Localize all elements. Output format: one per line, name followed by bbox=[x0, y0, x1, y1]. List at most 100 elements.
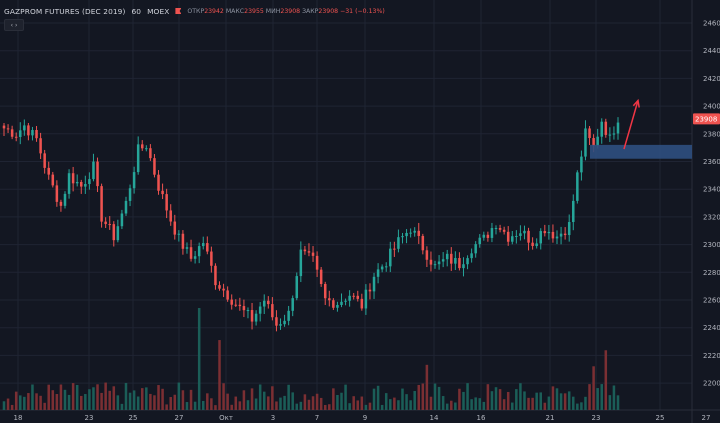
candle-body bbox=[193, 256, 197, 259]
price-tick-label: 24000 bbox=[703, 103, 720, 111]
volume-bar bbox=[311, 396, 315, 410]
volume-bar bbox=[55, 393, 59, 410]
candle-body bbox=[380, 266, 384, 270]
volume-bar bbox=[75, 384, 79, 410]
candle-body bbox=[197, 246, 201, 257]
volume-bar bbox=[519, 383, 522, 410]
volume-bar bbox=[262, 391, 266, 410]
candle-body bbox=[258, 306, 262, 314]
candle-body bbox=[120, 213, 124, 227]
volume-bar bbox=[592, 366, 595, 410]
candle-body bbox=[112, 224, 116, 241]
candle-body bbox=[214, 265, 217, 286]
time-tick-label: 16 bbox=[477, 414, 486, 422]
volume-bar bbox=[189, 389, 193, 410]
candle-body bbox=[84, 184, 87, 187]
candle-body bbox=[559, 233, 563, 237]
candle-body bbox=[311, 252, 315, 256]
candle-body bbox=[450, 253, 453, 264]
volume-bar bbox=[348, 403, 351, 410]
volume-bar bbox=[580, 402, 583, 410]
collapse-glyph: ‹ › bbox=[10, 21, 18, 29]
volume-bar bbox=[181, 390, 185, 410]
candle-body bbox=[210, 251, 213, 266]
volume-bar bbox=[161, 388, 164, 410]
volume-bar bbox=[417, 384, 421, 410]
price-tick-label: 23600 bbox=[703, 158, 720, 166]
volume-bar bbox=[295, 403, 299, 410]
volume-bar bbox=[218, 340, 221, 410]
candle-body bbox=[572, 200, 575, 223]
volume-bar bbox=[511, 402, 514, 410]
volume-bar bbox=[267, 396, 270, 410]
volume-bar bbox=[67, 394, 71, 410]
candle-body bbox=[234, 304, 238, 306]
candle-body bbox=[246, 310, 250, 312]
volume-bar bbox=[96, 384, 99, 410]
candle-body bbox=[563, 233, 567, 236]
volume-bar bbox=[356, 400, 360, 410]
candle-body bbox=[482, 234, 486, 238]
candle-body bbox=[283, 320, 286, 325]
volume-bar bbox=[421, 383, 425, 410]
volume-bar bbox=[14, 391, 18, 410]
volume-bar bbox=[563, 393, 567, 410]
volume-bar bbox=[352, 396, 355, 410]
volume-bar bbox=[279, 397, 282, 410]
volume-bar bbox=[250, 388, 254, 410]
candle-body bbox=[616, 122, 620, 134]
volume-bar bbox=[567, 391, 571, 410]
flag-icon[interactable] bbox=[175, 8, 182, 14]
candle-body bbox=[242, 306, 246, 311]
symbol-title[interactable]: GAZPROM FUTURES (DEC 2019) bbox=[4, 6, 126, 16]
volume-bar bbox=[19, 395, 22, 410]
volume-bar bbox=[307, 399, 311, 410]
price-tick-label: 22600 bbox=[703, 297, 720, 305]
candle-body bbox=[96, 161, 99, 187]
candle-body bbox=[295, 276, 299, 299]
candle-body bbox=[238, 304, 242, 307]
volume-bar bbox=[112, 386, 116, 410]
volume-bar bbox=[454, 402, 457, 410]
volume-bar bbox=[145, 387, 148, 410]
candle-body bbox=[425, 250, 429, 260]
candle-body bbox=[165, 194, 168, 211]
volume-bar bbox=[153, 395, 156, 410]
candle-body bbox=[67, 173, 71, 194]
time-tick-label: 9 bbox=[363, 414, 367, 422]
volume-bar bbox=[51, 390, 55, 410]
volume-bar bbox=[214, 405, 217, 410]
high-value: 23955 bbox=[244, 7, 264, 15]
candle-body bbox=[157, 174, 160, 191]
volume-bar bbox=[401, 388, 404, 410]
time-tick-label: 27 bbox=[702, 414, 711, 422]
candle-body bbox=[116, 226, 120, 241]
candle-body bbox=[445, 253, 449, 260]
volume-bar bbox=[515, 389, 518, 410]
interval-label[interactable]: 60 bbox=[131, 6, 142, 16]
candle-body bbox=[267, 300, 270, 305]
volume-bar bbox=[393, 397, 396, 410]
volume-bar bbox=[332, 388, 335, 410]
candle-body bbox=[567, 222, 571, 236]
collapse-legend-button[interactable]: ‹ › bbox=[4, 19, 24, 31]
candle-body bbox=[250, 310, 254, 322]
candle-body bbox=[360, 298, 364, 309]
volume-bar bbox=[136, 396, 140, 410]
volume-bar bbox=[88, 389, 91, 410]
last-price-marker bbox=[693, 113, 720, 125]
volume-bar bbox=[572, 396, 575, 410]
candle-body bbox=[14, 136, 18, 138]
candle-body bbox=[384, 266, 388, 268]
volume-bar bbox=[185, 402, 189, 410]
volume-bar bbox=[531, 397, 534, 410]
price-tick-label: 23400 bbox=[703, 186, 720, 194]
volume-bar bbox=[149, 393, 152, 410]
time-tick-label: 18 bbox=[14, 414, 23, 422]
candle-body bbox=[88, 179, 91, 185]
volume-bar bbox=[169, 397, 172, 410]
price-tick-label: 23800 bbox=[703, 130, 720, 138]
price-tick-label: 22200 bbox=[703, 352, 720, 360]
volume-bar bbox=[535, 392, 538, 410]
